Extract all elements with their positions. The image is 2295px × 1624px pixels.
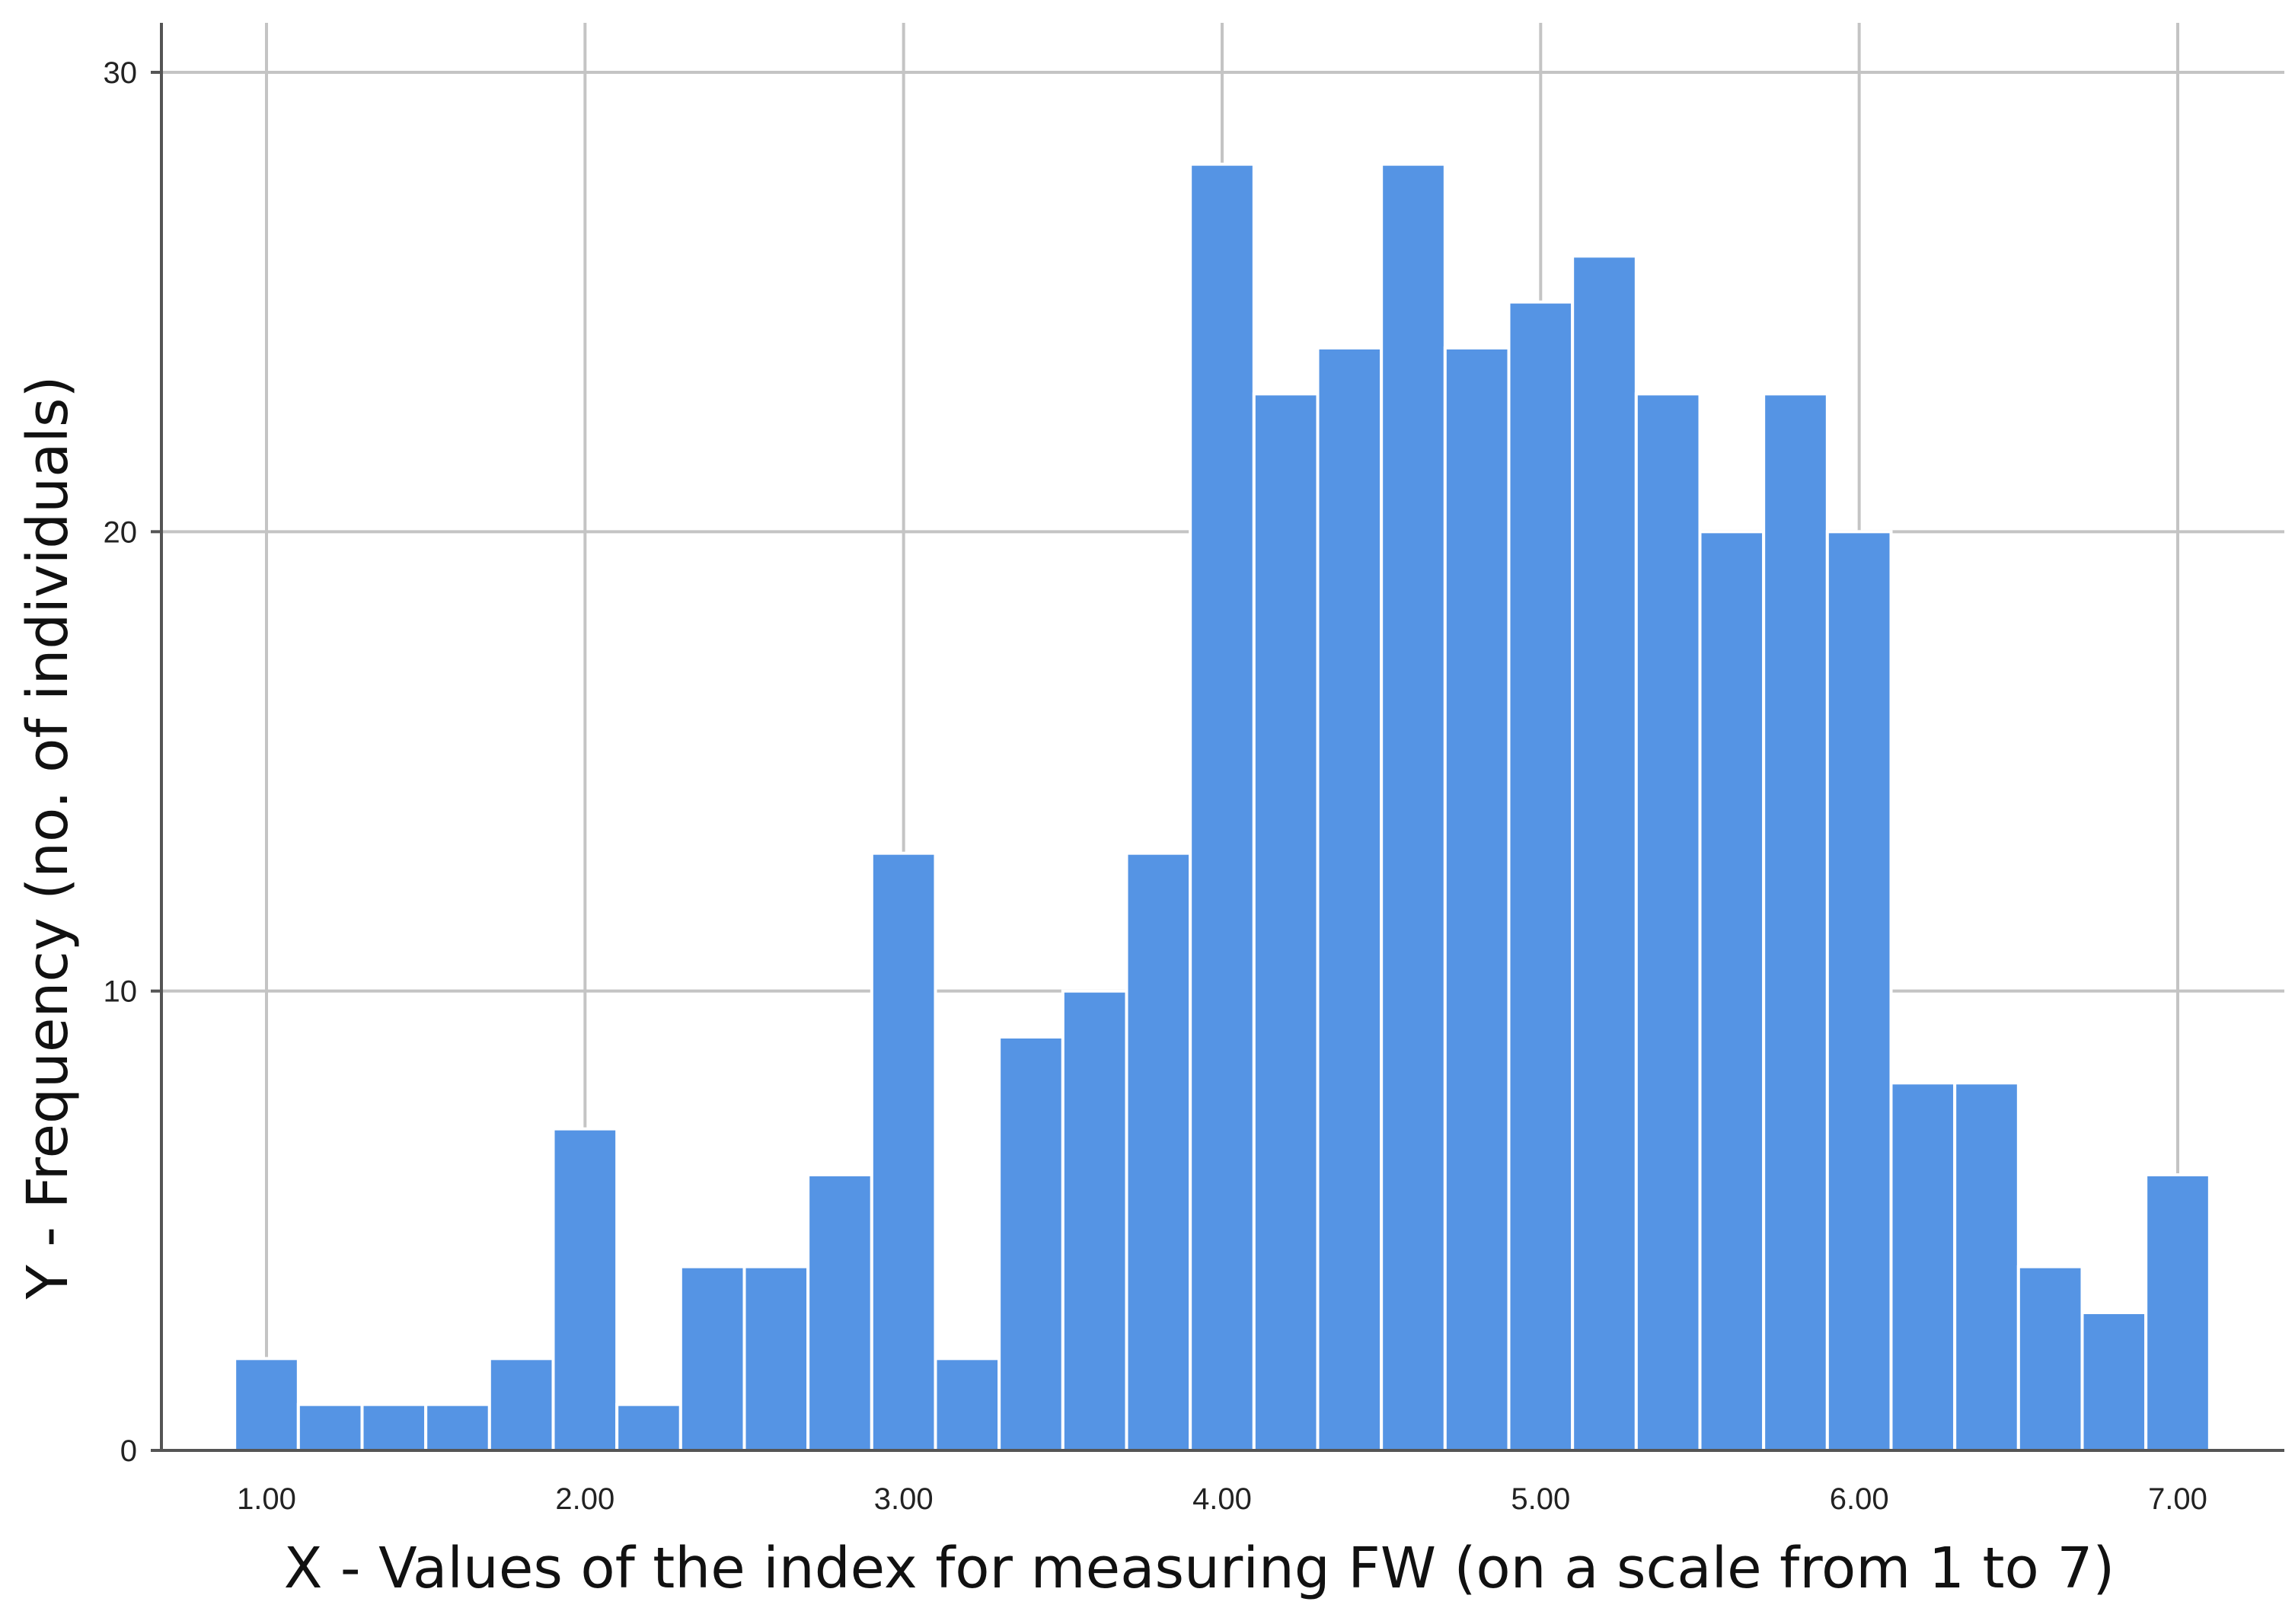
histogram-bar-8: [742, 1265, 810, 1452]
histogram-bar-1: [296, 1402, 364, 1452]
histogram-bar-12: [997, 1035, 1065, 1452]
histogram-bar-17: [1316, 346, 1384, 1452]
histogram-bar-30: [2144, 1173, 2211, 1452]
histogram-bars: [233, 162, 2211, 1453]
histogram-bar-0: [233, 1357, 300, 1453]
histogram-bar-16: [1252, 392, 1320, 1452]
histogram-bar-9: [806, 1173, 873, 1452]
histogram-bar-5: [551, 1127, 619, 1452]
histogram-bar-19: [1443, 346, 1511, 1452]
histogram-bar-29: [2080, 1311, 2148, 1452]
x-axis-title: X - Values of the index for measuring FW…: [284, 1536, 2115, 1601]
x-tick-label-1: 2.00: [555, 1482, 614, 1516]
histogram-bar-21: [1571, 254, 1638, 1452]
histogram-bar-24: [1762, 392, 1829, 1452]
y-tick-labels: 0 10 20 30: [104, 56, 138, 1468]
histogram-bar-28: [2016, 1265, 2084, 1452]
histogram-bar-15: [1189, 162, 1256, 1453]
x-tick-label-3: 4.00: [1192, 1482, 1252, 1516]
x-tick-label-2: 3.00: [874, 1482, 934, 1516]
histogram-bar-3: [424, 1402, 491, 1452]
x-tick-label-4: 5.00: [1511, 1482, 1570, 1516]
histogram-bar-18: [1380, 162, 1447, 1453]
histogram-bar-13: [1061, 989, 1128, 1452]
histogram-bar-25: [1825, 530, 1893, 1452]
histogram-bar-22: [1634, 392, 1702, 1452]
x-tick-label-0: 1.00: [237, 1482, 296, 1516]
y-axis-title: Y - Frequency (no. of individuals): [15, 376, 81, 1300]
y-tick-label-1: 10: [104, 975, 138, 1009]
axes: [151, 23, 2284, 1452]
y-tick-label-2: 20: [104, 515, 138, 549]
x-tick-label-6: 7.00: [2148, 1482, 2207, 1516]
histogram-bar-6: [615, 1402, 682, 1452]
histogram-bar-23: [1698, 530, 1766, 1452]
histogram-bar-11: [934, 1357, 1001, 1453]
histogram-bar-20: [1507, 300, 1575, 1453]
histogram-bar-2: [360, 1402, 428, 1452]
histogram-bar-7: [678, 1265, 746, 1452]
y-tick-label-0: 0: [120, 1434, 137, 1468]
histogram-bar-10: [870, 851, 937, 1452]
x-tick-labels: 1.00 2.00 3.00 4.00 5.00 6.00 7.00: [237, 1482, 2207, 1516]
histogram-bar-27: [1953, 1081, 2020, 1453]
histogram-bar-4: [487, 1357, 555, 1453]
y-tick-label-3: 30: [104, 56, 138, 90]
histogram-bar-14: [1125, 851, 1192, 1452]
histogram-bar-26: [1889, 1081, 1957, 1453]
x-tick-label-5: 6.00: [1830, 1482, 1889, 1516]
